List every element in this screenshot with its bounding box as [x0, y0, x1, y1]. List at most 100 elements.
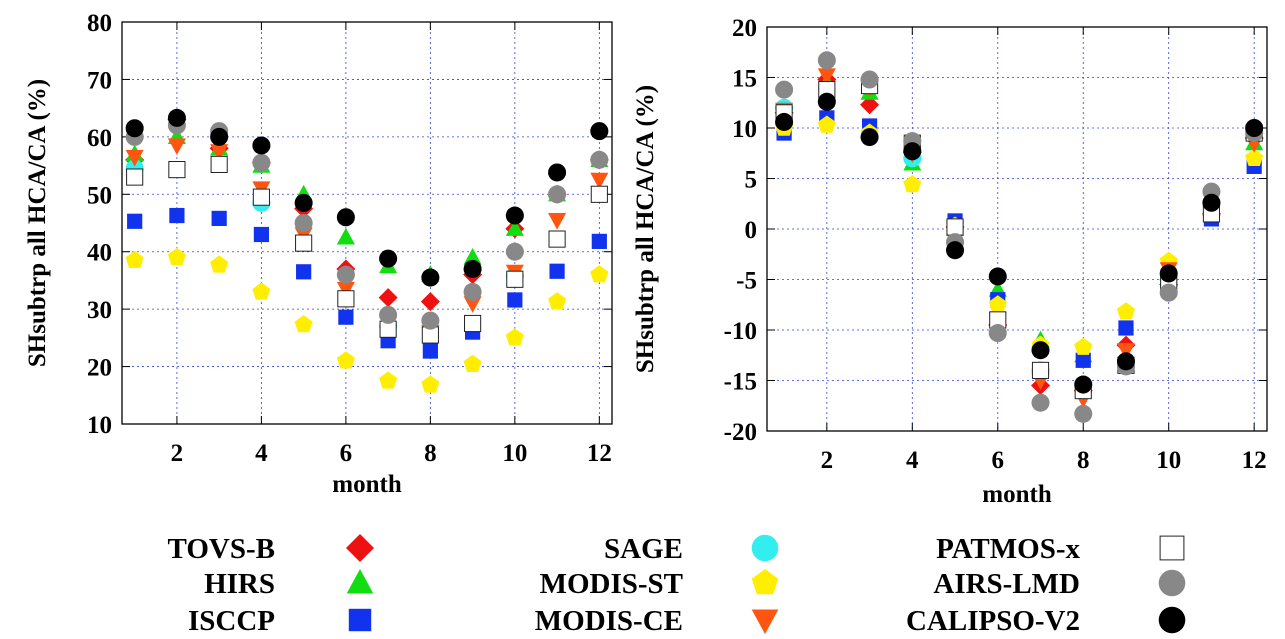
point-modis-st — [505, 328, 524, 346]
point-modis-st — [379, 371, 398, 389]
point-airs-lmd — [548, 185, 567, 204]
legend-label: MODIS-ST — [540, 568, 683, 600]
point-modis-st — [590, 265, 609, 283]
point-modis-st — [1074, 337, 1093, 355]
x-tick-label: 8 — [424, 440, 437, 467]
point-modis-st — [210, 255, 229, 273]
point-airs-lmd — [463, 282, 482, 301]
legend-item-modis-st: MODIS-ST — [540, 568, 779, 600]
point-calipso-v2 — [946, 241, 965, 260]
legend-label: SAGE — [604, 533, 683, 565]
legend-item-tovs-b: TOVS-B — [168, 533, 374, 565]
point-calipso-v2 — [1245, 118, 1264, 138]
point-modis-ce — [167, 138, 186, 155]
x-axis-label: month — [982, 481, 1052, 508]
y-tick-label: 20 — [87, 355, 112, 382]
point-patmos-x — [295, 234, 313, 252]
point-modis-st — [421, 375, 440, 393]
point-airs-lmd — [379, 305, 398, 324]
point-calipso-v2 — [590, 122, 609, 141]
series-isccp — [127, 207, 607, 359]
point-modis-ce — [590, 172, 609, 190]
point-airs-lmd — [1074, 404, 1093, 423]
point-modis-st — [252, 282, 271, 300]
legend-label: TOVS-B — [168, 533, 275, 565]
series-tovs-b — [125, 110, 609, 312]
point-modis-st — [988, 295, 1007, 313]
legend-label: MODIS-CE — [535, 605, 683, 637]
point-calipso-v2 — [294, 193, 313, 212]
x-tick-label: 4 — [906, 447, 919, 474]
legend-item-isccp: ISCCP — [188, 605, 372, 637]
grid — [767, 26, 1267, 432]
point-isccp — [422, 343, 438, 359]
point-tovs-b — [860, 95, 880, 115]
point-airs-lmd — [421, 311, 440, 330]
legend: TOVS-B SAGE PATMOS-x HIRS MODIS-ST AIRS-LMD IS… — [168, 533, 1186, 637]
point-calipso-v2 — [421, 268, 440, 287]
point-calipso-v2 — [210, 127, 229, 146]
series-patmos-x — [126, 155, 608, 344]
point-modis-ce — [548, 213, 567, 230]
legend-marker — [346, 569, 374, 594]
point-patmos-x — [126, 168, 144, 186]
y-tick-label: 10 — [87, 412, 112, 439]
x-tick-label: 2 — [821, 447, 834, 474]
y-tick-label: 0 — [745, 217, 758, 244]
point-patmos-x — [464, 314, 482, 333]
point-calipso-v2 — [1116, 352, 1135, 371]
point-tovs-b — [420, 292, 440, 312]
point-airs-lmd — [252, 153, 271, 172]
legend-label: ISCCP — [188, 605, 275, 637]
point-isccp — [507, 292, 523, 308]
legend-item-hirs: HIRS — [204, 568, 374, 600]
point-calipso-v2 — [548, 163, 567, 182]
x-tick-label: 2 — [171, 440, 184, 467]
point-airs-lmd — [294, 213, 313, 233]
y-tick-label: 50 — [87, 182, 112, 209]
x-tick-label: 12 — [587, 440, 612, 467]
point-patmos-x — [1031, 361, 1050, 379]
y-tick-label: -5 — [736, 268, 757, 295]
point-calipso-v2 — [817, 92, 836, 111]
series-modis-st — [775, 115, 1264, 355]
y-axis-label: SHsubtrp all HCA/CA (%) — [632, 85, 659, 373]
point-calipso-v2 — [252, 136, 271, 155]
series-hirs — [125, 127, 609, 282]
series-airs-lmd — [775, 51, 1264, 423]
point-calipso-v2 — [463, 259, 482, 278]
point-hirs — [505, 219, 524, 236]
point-airs-lmd — [1159, 283, 1178, 302]
legend-label: CALIPSO-V2 — [906, 605, 1080, 637]
point-airs-lmd — [860, 70, 879, 89]
y-tick-label: 5 — [745, 167, 758, 194]
series-modis-st — [125, 248, 609, 393]
point-patmos-x — [590, 185, 608, 203]
point-modis-ce — [125, 149, 144, 167]
series-sage — [125, 159, 524, 336]
point-calipso-v2 — [125, 119, 144, 138]
series-calipso-v2 — [775, 92, 1264, 394]
legend-marker — [348, 608, 372, 632]
x-tick-label: 6 — [340, 440, 353, 467]
point-isccp — [591, 233, 607, 249]
x-tick-label: 10 — [1156, 447, 1181, 474]
point-modis-st — [1245, 148, 1264, 166]
point-modis-ce — [1116, 343, 1135, 360]
x-tick-label: 6 — [992, 447, 1005, 474]
legend-marker — [751, 534, 779, 562]
legend-item-modis-ce: MODIS-CE — [535, 605, 779, 637]
left-chart-panel: 2 4 6 8 10 12 10 20 30 40 50 60 70 80 month SHsubtrp al… — [24, 10, 613, 498]
point-modis-ce — [210, 144, 229, 161]
x-tick-label: 8 — [1077, 447, 1090, 474]
point-modis-ce — [817, 68, 836, 85]
point-airs-lmd — [505, 242, 524, 261]
point-patmos-x — [168, 161, 186, 179]
y-tick-label: 10 — [732, 116, 757, 143]
point-isccp — [296, 264, 312, 280]
right-chart-panel: 2 4 6 8 10 12 -20 -15 -10 -5 0 5 10 15 20 month SHsubtrp… — [632, 15, 1268, 508]
y-axis-label: SHsubtrp all HCA/CA (%) — [24, 79, 51, 367]
point-modis-st — [294, 315, 313, 333]
series-sage — [775, 98, 1178, 380]
